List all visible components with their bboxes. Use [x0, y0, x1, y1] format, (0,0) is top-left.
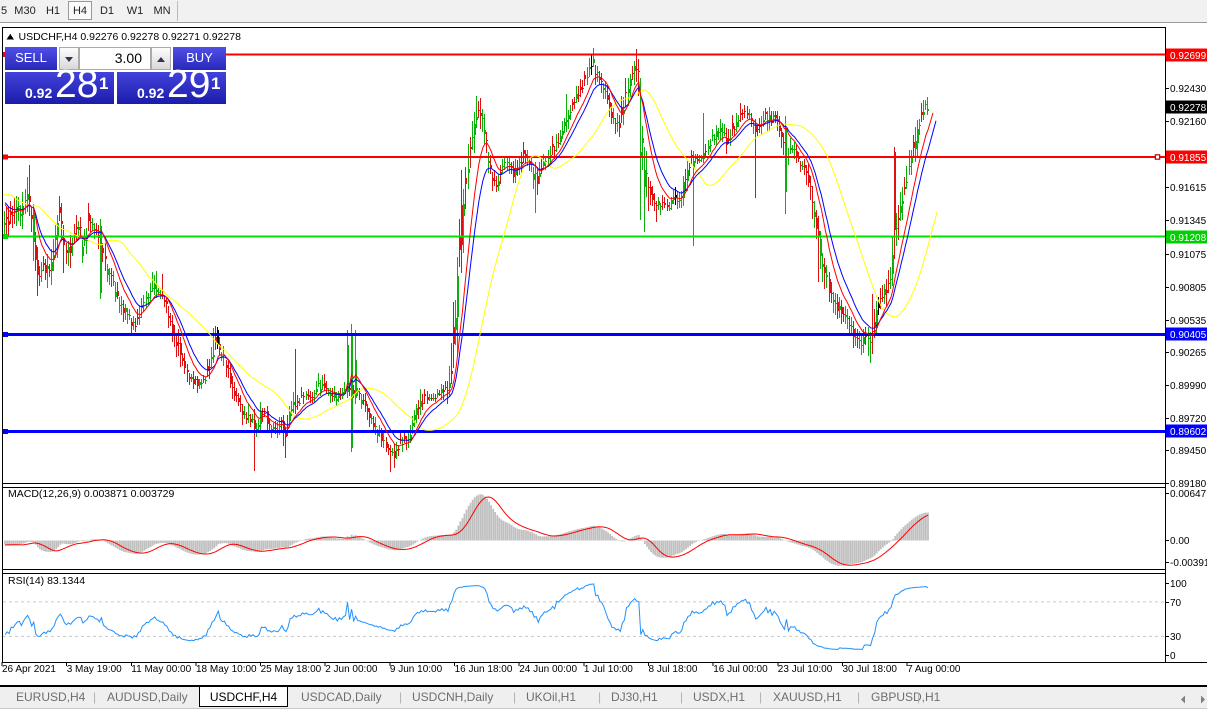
svg-text:7 Aug 00:00: 7 Aug 00:00	[907, 664, 961, 675]
svg-text:9 Jun 10:00: 9 Jun 10:00	[390, 664, 443, 675]
svg-text:0.90805: 0.90805	[1170, 283, 1207, 294]
svg-text:0.89990: 0.89990	[1170, 381, 1207, 392]
svg-text:0.90265: 0.90265	[1170, 348, 1207, 359]
svg-text:0.92699: 0.92699	[1170, 51, 1207, 62]
svg-text:0.91075: 0.91075	[1170, 250, 1207, 261]
svg-text:24 Jun 00:00: 24 Jun 00:00	[519, 664, 577, 675]
svg-text:23 Jul 10:00: 23 Jul 10:00	[778, 664, 833, 675]
svg-text:3 May 19:00: 3 May 19:00	[67, 664, 122, 675]
svg-text:0.00647: 0.00647	[1170, 489, 1207, 500]
svg-text:0.90535: 0.90535	[1170, 316, 1207, 327]
svg-text:30 Jul 18:00: 30 Jul 18:00	[843, 664, 898, 675]
svg-text:100: 100	[1170, 579, 1187, 590]
svg-text:0.91615: 0.91615	[1170, 183, 1207, 194]
svg-text:0.89450: 0.89450	[1170, 446, 1207, 457]
svg-text:0.92160: 0.92160	[1170, 117, 1207, 128]
svg-text:RSI(14) 83.1344: RSI(14) 83.1344	[8, 575, 85, 587]
svg-text:26 Apr 2021: 26 Apr 2021	[2, 664, 56, 675]
svg-text:MACD(12,26,9) 0.003871 0.00372: MACD(12,26,9) 0.003871 0.003729	[8, 488, 175, 500]
svg-text:30: 30	[1170, 632, 1182, 643]
svg-text:0.89180: 0.89180	[1170, 479, 1207, 490]
svg-text:0.00: 0.00	[1170, 536, 1190, 547]
svg-text:-0.003916: -0.003916	[1170, 558, 1207, 569]
svg-text:16 Jul 00:00: 16 Jul 00:00	[713, 664, 768, 675]
svg-text:0.91855: 0.91855	[1170, 153, 1207, 164]
svg-text:8 Jul 18:00: 8 Jul 18:00	[649, 664, 698, 675]
svg-text:11 May 00:00: 11 May 00:00	[131, 664, 191, 675]
svg-text:70: 70	[1170, 598, 1182, 609]
svg-text:0.90405: 0.90405	[1170, 330, 1207, 341]
svg-text:0.92278: 0.92278	[1170, 103, 1207, 114]
svg-text:0.92430: 0.92430	[1170, 84, 1207, 95]
svg-text:18 May 10:00: 18 May 10:00	[196, 664, 257, 675]
svg-text:0: 0	[1170, 651, 1176, 662]
svg-text:USDCHF,H4 0.92276 0.92278 0.9: USDCHF,H4 0.92276 0.92278 0.92271 0.9227…	[19, 31, 242, 43]
svg-text:16 Jun 18:00: 16 Jun 18:00	[455, 664, 513, 675]
svg-text:25 May 18:00: 25 May 18:00	[261, 664, 322, 675]
svg-text:2 Jun 00:00: 2 Jun 00:00	[325, 664, 378, 675]
svg-text:0.91345: 0.91345	[1170, 216, 1207, 227]
svg-text:0.91208: 0.91208	[1170, 233, 1207, 244]
svg-text:0.89602: 0.89602	[1170, 427, 1207, 438]
svg-text:1 Jul 10:00: 1 Jul 10:00	[584, 664, 633, 675]
svg-text:0.89720: 0.89720	[1170, 414, 1207, 425]
